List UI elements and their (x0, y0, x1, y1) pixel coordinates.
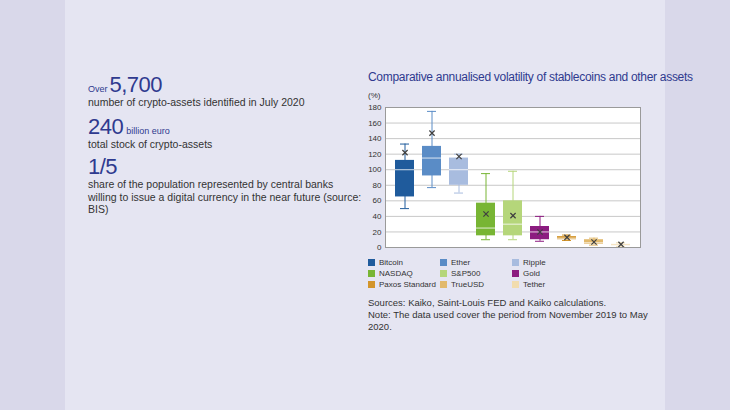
html-text:Paxos Standard: Paxos Standard (379, 280, 436, 289)
svg-text:80: 80 (373, 181, 382, 190)
html-text:number of crypto-assets identi: number of crypto-assets identified in Ju… (88, 96, 305, 108)
svg-text:100: 100 (368, 165, 382, 174)
html-text:Sources: Kaiko, Saint-Louis FE: Sources: Kaiko, Saint-Louis FED and Kaik… (368, 297, 607, 308)
html-text:total stock of crypto-assets: total stock of crypto-assets (88, 138, 213, 150)
svg-text:140: 140 (368, 134, 382, 143)
html-text:Note: The data used cover the: Note: The data used cover the period fro… (368, 309, 648, 332)
html-text:NASDAQ: NASDAQ (379, 269, 413, 278)
html-text:Bitcoin: Bitcoin (379, 258, 403, 267)
html-text:share of the population repres: share of the population represented by c… (88, 178, 362, 215)
svg-text:0: 0 (377, 243, 382, 252)
html-text:Gold: Gold (523, 269, 540, 278)
svg-text:120: 120 (368, 150, 382, 159)
html-text:Comparative annualised volatil: Comparative annualised volatility of sta… (368, 70, 693, 84)
html-text:TrueUSD: TrueUSD (451, 280, 484, 289)
html-text:Tether: Tether (523, 280, 546, 289)
html-text:5,700: 5,700 (109, 72, 163, 97)
svg-text:40: 40 (373, 212, 382, 221)
svg-text:60: 60 (373, 196, 382, 205)
html-text:Ether: Ether (451, 258, 471, 267)
svg-text:160: 160 (368, 119, 382, 128)
html-text:1/5: 1/5 (88, 154, 118, 179)
svg-text:180: 180 (368, 103, 382, 112)
html-text:billion euro: billion euro (126, 126, 170, 136)
html-text:240: 240 (88, 114, 124, 139)
svg-text:20: 20 (373, 228, 382, 237)
html-text:S&P500: S&P500 (451, 269, 481, 278)
html-text:Over: Over (88, 84, 108, 94)
html-text:Ripple: Ripple (523, 258, 546, 267)
